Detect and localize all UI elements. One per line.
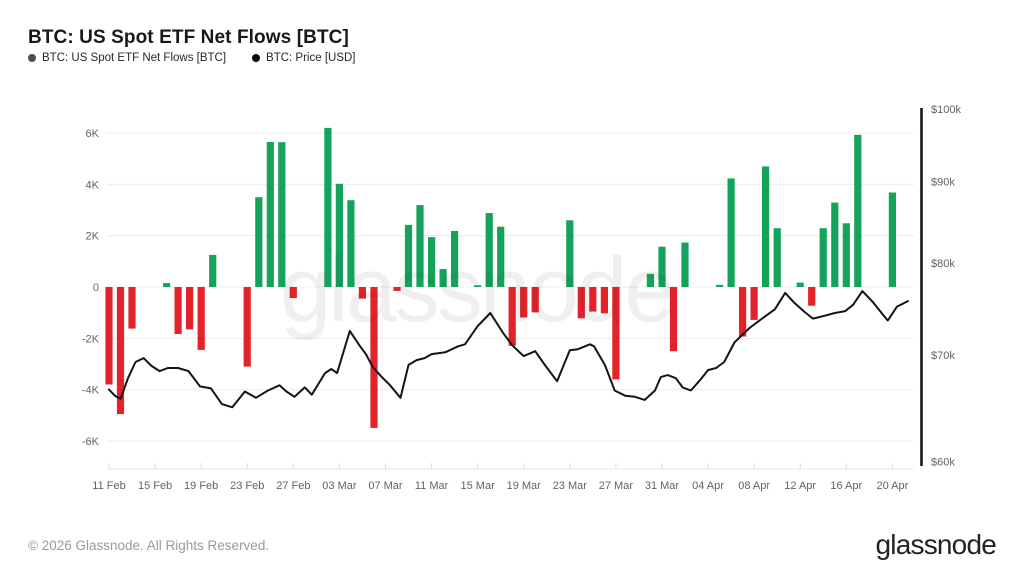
y-left-tick-label: -4K xyxy=(82,385,100,397)
flow-bar xyxy=(612,287,620,380)
flow-bar xyxy=(854,134,862,287)
flow-bar xyxy=(451,231,459,287)
y-left-tick-label: 2K xyxy=(86,231,100,243)
flow-bar xyxy=(808,287,816,306)
flow-bar xyxy=(416,205,424,287)
flow-bar xyxy=(669,287,678,352)
y-left-tick-label: 6K xyxy=(86,128,100,140)
y-left-tick-label: 4K xyxy=(86,179,100,191)
flow-bar xyxy=(773,228,781,287)
flow-bar xyxy=(358,287,366,299)
x-axis-tick-label: 07 Mar xyxy=(368,480,403,492)
flow-bar xyxy=(278,142,286,287)
x-axis-tick-label: 23 Mar xyxy=(553,480,588,492)
x-axis-tick-label: 03 Mar xyxy=(322,480,357,492)
flow-bar xyxy=(658,246,666,287)
x-axis-tick-label: 19 Mar xyxy=(507,480,542,492)
legend-label-net-flows: BTC: US Spot ETF Net Flows [BTC] xyxy=(42,52,227,64)
flow-bar xyxy=(716,284,724,287)
legend-item-price[interactable]: BTC: Price [USD] xyxy=(252,52,356,64)
flow-bar xyxy=(289,287,297,298)
x-axis-tick-label: 11 Mar xyxy=(415,480,449,492)
y-right-tick-label: $70k xyxy=(931,350,955,362)
glassnode-logo: glassnode xyxy=(875,529,997,560)
flow-bar xyxy=(266,142,274,287)
y-left-tick-label: -2K xyxy=(82,333,100,345)
flow-bar xyxy=(739,287,747,337)
y-right-tick-label: $80k xyxy=(931,258,955,270)
flow-bar xyxy=(243,287,251,367)
x-axis-tick-label: 08 Apr xyxy=(738,480,770,492)
y-right-tick-label: $100k xyxy=(931,104,961,116)
x-axis-tick-label: 23 Feb xyxy=(230,480,264,492)
x-axis-tick-label: 04 Apr xyxy=(692,480,724,492)
flow-bar xyxy=(888,192,896,287)
copyright-text: © 2026 Glassnode. All Rights Reserved. xyxy=(28,538,270,553)
x-axis-tick-label: 31 Mar xyxy=(645,480,680,492)
x-axis-tick-label: 20 Apr xyxy=(876,480,908,492)
x-axis-tick-label: 16 Apr xyxy=(830,480,862,492)
flow-bar xyxy=(439,269,447,287)
x-axis-tick-label: 27 Mar xyxy=(599,480,634,492)
flow-bar xyxy=(589,287,597,312)
legend-item-net-flows[interactable]: BTC: US Spot ETF Net Flows [BTC] xyxy=(28,52,226,64)
flow-bar xyxy=(186,287,194,330)
flow-bar xyxy=(474,285,482,287)
flow-bar xyxy=(508,287,516,346)
x-axis-tick-label: 12 Apr xyxy=(784,480,816,492)
flow-bar xyxy=(370,287,378,428)
flow-bar xyxy=(762,166,770,287)
flow-bar xyxy=(727,178,735,287)
flow-bar xyxy=(577,287,585,319)
x-axis-tick-label: 15 Feb xyxy=(138,480,172,492)
legend-dot-net-flows-icon xyxy=(28,54,36,62)
legend-dot-price-icon xyxy=(252,54,261,62)
flow-bar xyxy=(335,183,343,287)
flow-bar xyxy=(404,224,413,287)
flow-bar xyxy=(105,287,113,385)
flow-bar xyxy=(566,220,574,287)
flow-bar xyxy=(520,287,528,318)
flow-bar xyxy=(831,202,839,287)
x-axis-tick-label: 11 Feb xyxy=(92,480,125,492)
flow-bar xyxy=(324,127,332,288)
flow-bar xyxy=(393,287,401,291)
price-line xyxy=(108,290,909,409)
legend-label-price: BTC: Price [USD] xyxy=(266,52,356,64)
y-right-tick-label: $60k xyxy=(931,456,955,468)
y-right-tick-label: $90k xyxy=(931,177,955,189)
x-axis-tick-label: 19 Feb xyxy=(184,480,218,492)
y-left-tick-label: -6K xyxy=(82,436,100,448)
x-axis-tick-label: 15 Mar xyxy=(461,480,496,492)
flow-bar xyxy=(428,237,436,287)
flow-bar xyxy=(347,200,355,287)
flow-bar xyxy=(497,226,505,287)
page-title: BTC: US Spot ETF Net Flows [BTC] xyxy=(28,26,349,48)
flow-bar xyxy=(255,197,263,287)
flow-bar xyxy=(209,254,217,287)
flow-bar xyxy=(646,273,654,287)
flow-bar xyxy=(750,287,758,320)
flow-bar xyxy=(485,213,493,287)
flow-bar xyxy=(128,287,136,329)
flow-bar xyxy=(600,287,608,314)
y-left-tick-label: 0 xyxy=(93,282,99,294)
flow-bar xyxy=(197,287,205,350)
flow-bar xyxy=(174,287,182,334)
flow-bar xyxy=(819,228,827,287)
flow-bar xyxy=(531,287,539,313)
flow-bar xyxy=(163,283,171,287)
x-axis-tick-label: 27 Feb xyxy=(276,480,310,492)
flow-bar xyxy=(116,287,125,415)
chart-legend: BTC: US Spot ETF Net Flows [BTC] BTC: Pr… xyxy=(28,52,356,64)
flow-bar xyxy=(796,282,804,287)
flow-bar xyxy=(842,223,850,287)
flow-bar xyxy=(681,242,689,287)
